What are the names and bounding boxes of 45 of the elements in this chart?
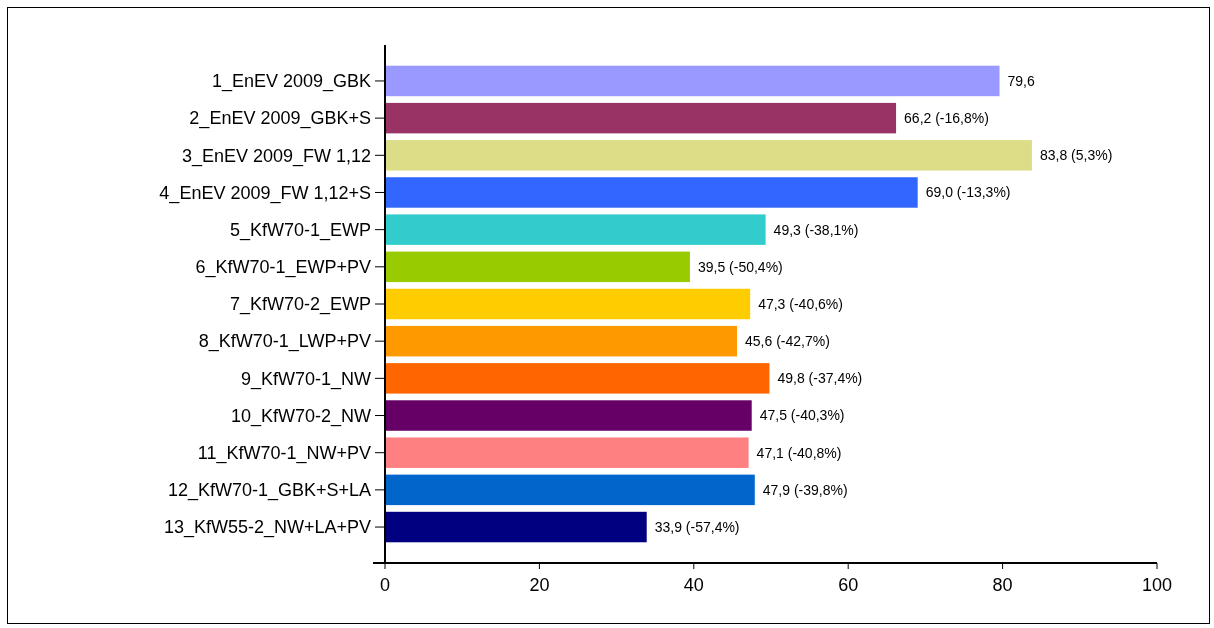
bar	[385, 288, 751, 320]
x-tick-label: 100	[1141, 575, 1173, 595]
data-label: 66,2 (-16,8%)	[904, 110, 989, 127]
y-tick-label: 9_KfW70-1_NW	[240, 368, 372, 390]
data-label: 47,3 (-40,6%)	[758, 295, 843, 312]
bar	[385, 177, 918, 208]
y-tick-label: 2_EnEV 2009_GBK+S	[189, 108, 371, 130]
data-label: 83,8 (5,3%)	[1039, 147, 1113, 164]
x-tick-label: 80	[992, 575, 1013, 595]
y-tick-label: 5_KfW70-1_EWP	[229, 219, 371, 241]
x-tick-label: 60	[838, 575, 859, 595]
y-tick-label: 13_KfW55-2_NW+LA+PV	[163, 517, 371, 539]
data-label: 49,8 (-37,4%)	[777, 370, 863, 387]
x-tick-label: 0	[379, 575, 391, 595]
data-label: 49,3 (-38,1%)	[773, 221, 859, 238]
data-label: 69,0 (-13,3%)	[925, 184, 1011, 201]
bar	[385, 251, 690, 283]
y-tick-label: 10_KfW70-2_NW	[230, 405, 371, 427]
bar	[385, 102, 897, 134]
y-tick-label: 12_KfW70-1_GBK+S+LA	[167, 480, 371, 502]
y-tick-label: 8_KfW70-1_LWP+PV	[198, 331, 371, 353]
data-label: 47,1 (-40,8%)	[756, 444, 842, 461]
bar	[385, 325, 738, 357]
bar	[385, 400, 752, 431]
bar	[385, 437, 749, 468]
bar	[385, 363, 770, 394]
y-tick-label: 6_KfW70-1_EWP+PV	[195, 257, 371, 279]
y-tick-label: 4_EnEV 2009_FW 1,12+S	[159, 182, 371, 204]
x-tick-label: 40	[683, 575, 704, 595]
y-tick-label: 1_EnEV 2009_GBK	[211, 71, 371, 93]
data-label: 47,5 (-40,3%)	[759, 407, 845, 424]
y-tick-label: 3_EnEV 2009_FW 1,12	[181, 145, 371, 167]
data-label: 47,9 (-39,8%)	[762, 481, 848, 498]
bar	[385, 140, 1032, 171]
bar	[385, 474, 755, 506]
data-label: 45,6 (-42,7%)	[745, 333, 830, 350]
x-tick-label: 20	[529, 575, 550, 595]
bar	[385, 65, 1000, 97]
bar	[385, 511, 647, 543]
bar	[385, 214, 766, 245]
y-tick-label: 7_KfW70-2_EWP	[229, 294, 371, 316]
data-label: 33,9 (-57,4%)	[654, 518, 740, 535]
y-tick-label: 11_KfW70-1_NW+PV	[197, 442, 371, 464]
data-label: 79,6	[1007, 72, 1035, 89]
data-label: 39,5 (-50,4%)	[697, 258, 783, 275]
